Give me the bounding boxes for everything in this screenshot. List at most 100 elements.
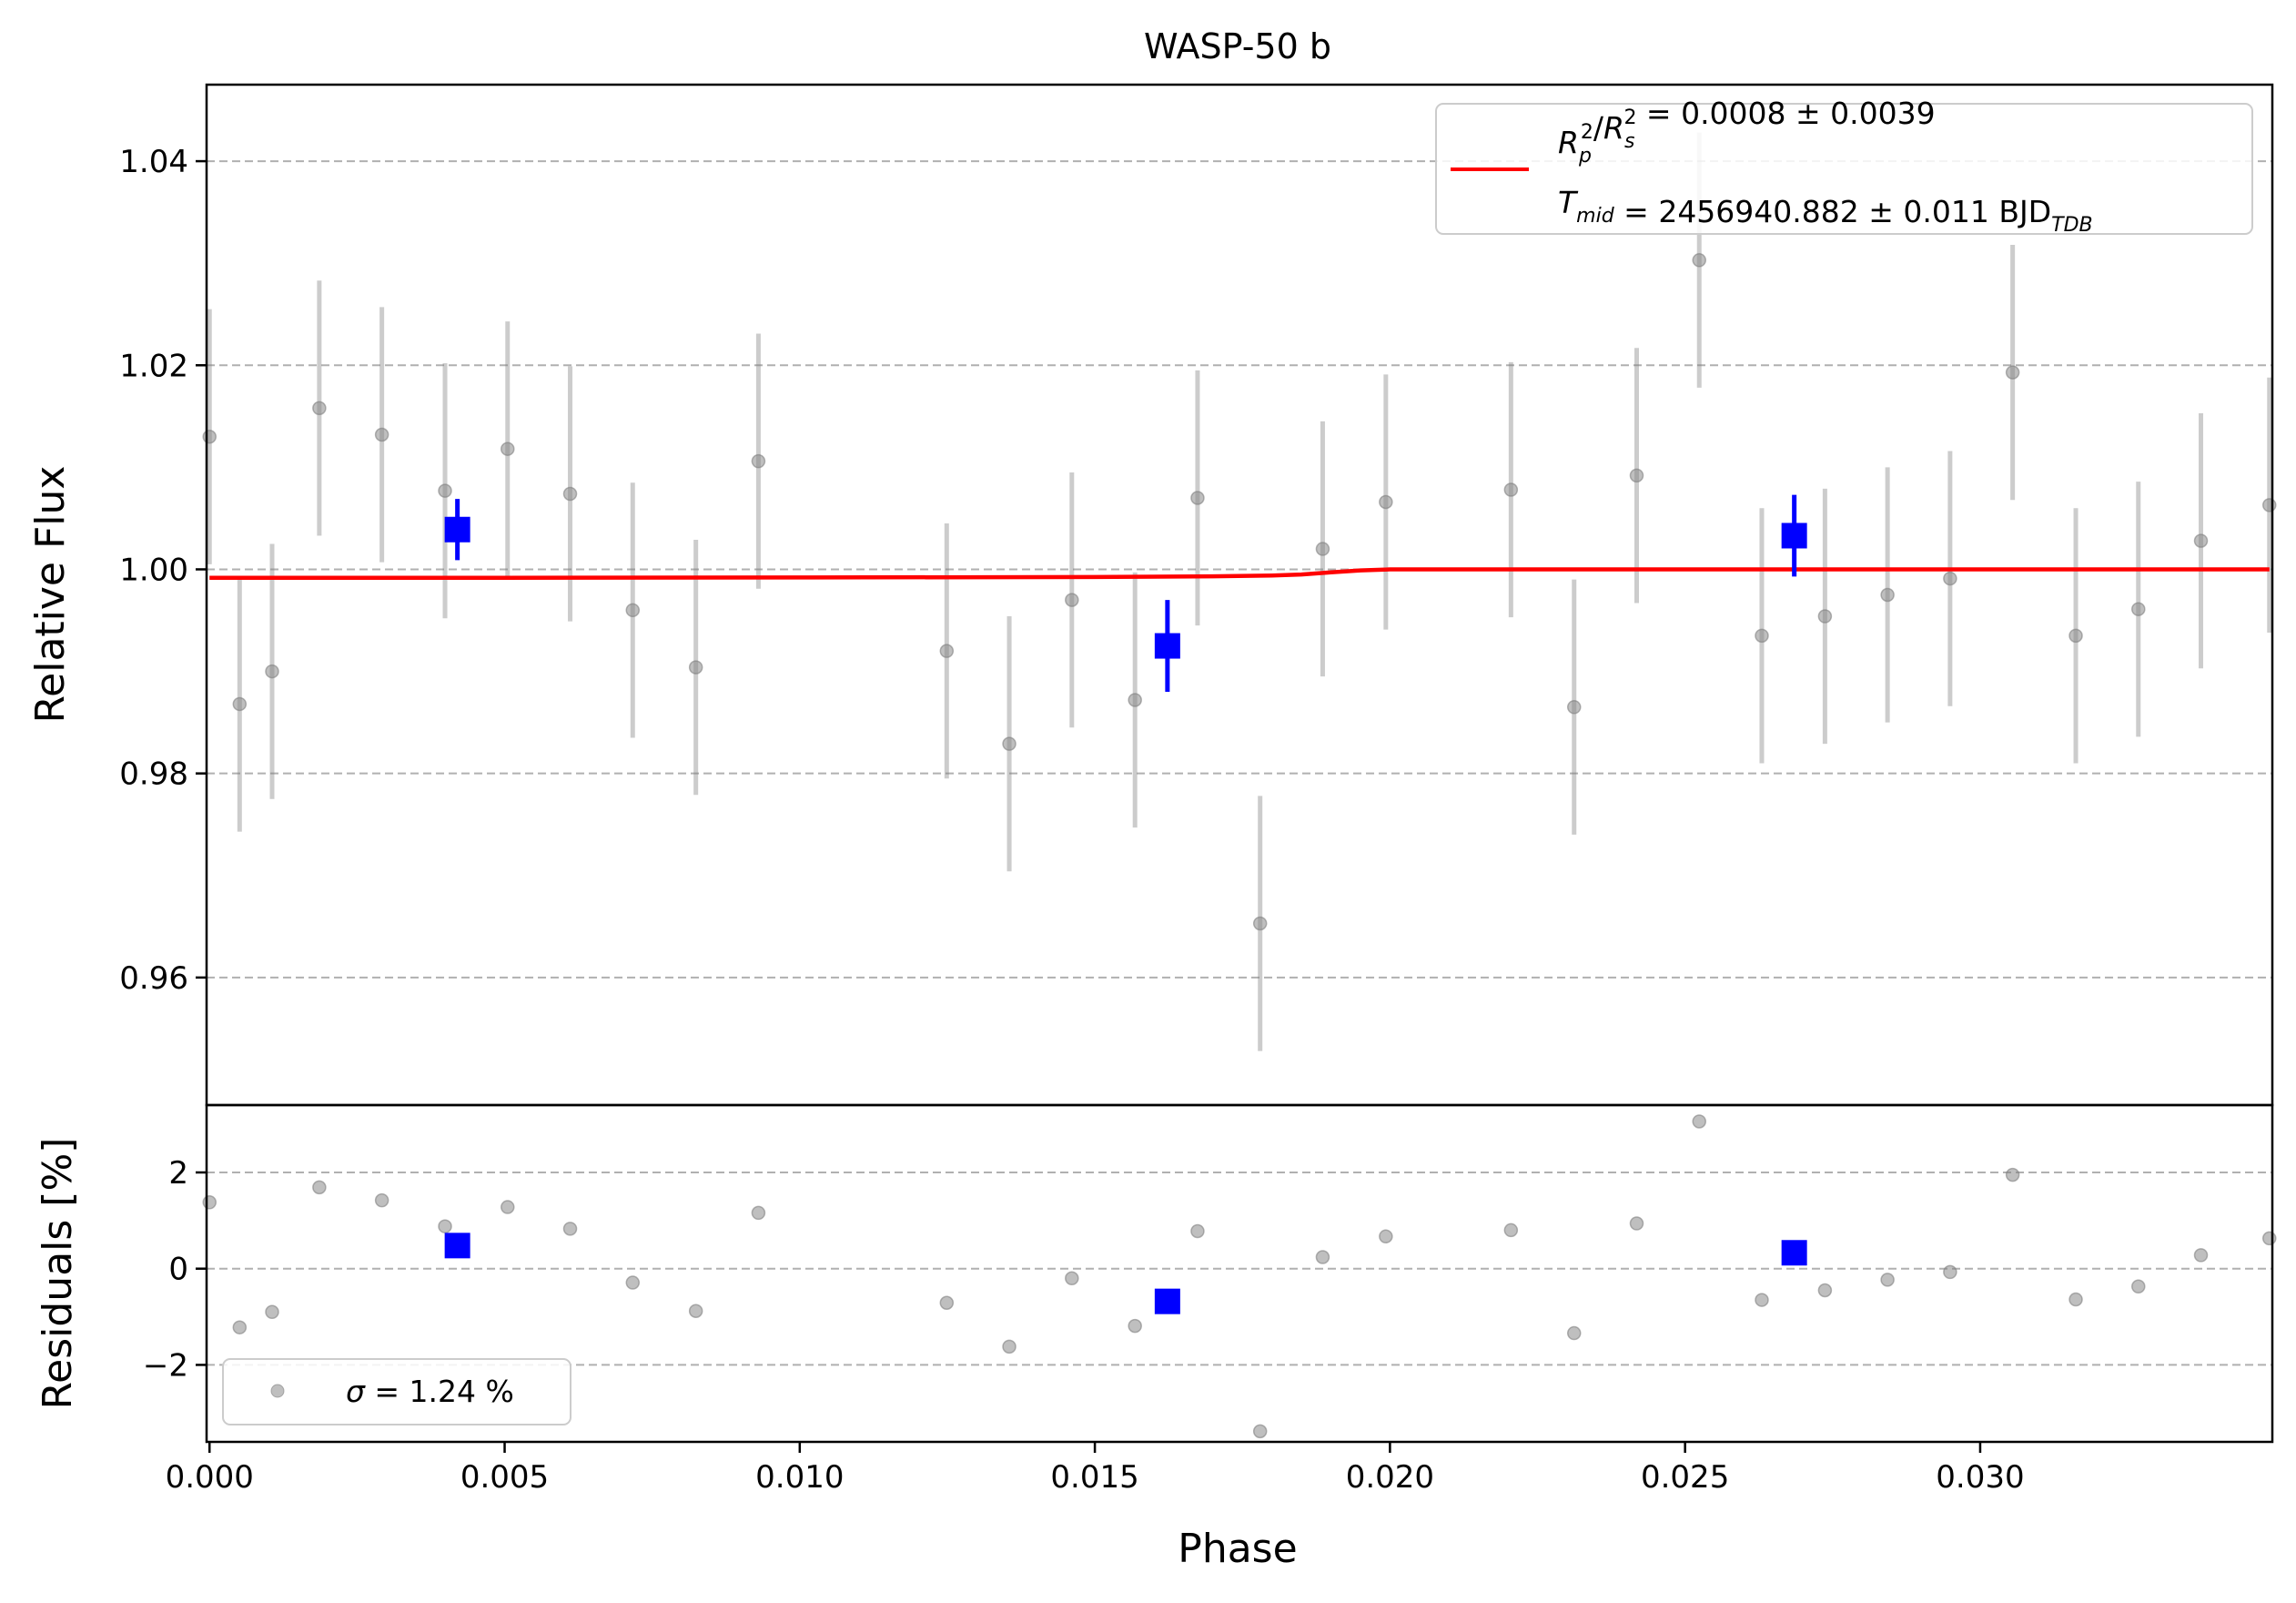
residual-point (374, 1192, 389, 1208)
top-legend-box (1435, 103, 2253, 235)
x-tick-label: 0.015 (1050, 1459, 1138, 1496)
binned-residual-point (444, 1233, 470, 1259)
top-legend-tmid-label: Tmid = 2456940.882 ± 0.011 BJDTDB (1558, 185, 2093, 237)
bottom-panel-y-tick-label: 0 (168, 1252, 188, 1288)
x-tick-label: 0.025 (1641, 1459, 1729, 1496)
raw-point (1755, 628, 1769, 644)
raw-point (2005, 365, 2020, 380)
raw-point (1065, 593, 1079, 607)
top-panel-y-axis-label: Relative Flux (27, 466, 74, 724)
top-legend: Rp2/Rs2 = 0.0008 ± 0.0039 Tmid = 2456940… (1435, 96, 2253, 237)
residual-point (1503, 1223, 1519, 1238)
bottom-panel: −2 0 2 σ = 1.24 % (143, 1103, 2277, 1444)
bottom-panel-frame (205, 1103, 2274, 1444)
raw-point (312, 401, 327, 416)
x-tick-label: 0.000 (166, 1459, 254, 1496)
raw-point (939, 644, 955, 658)
residual-point (751, 1205, 766, 1221)
residual-point (1190, 1223, 1205, 1239)
bottom-legend-marker (270, 1384, 285, 1398)
bottom-panel-y-tick-label: 2 (168, 1155, 188, 1192)
raw-point (1943, 571, 1957, 586)
raw-point (2193, 533, 2209, 548)
x-tick-label: 0.005 (460, 1459, 549, 1496)
raw-point (202, 429, 217, 444)
raw-point (2262, 498, 2277, 512)
residual-point (1755, 1293, 1769, 1307)
raw-point (1128, 693, 1142, 707)
residual-point (688, 1304, 703, 1318)
x-axis-label: Phase (1178, 1526, 1297, 1572)
residual-point (1629, 1216, 1644, 1231)
residual-point (1128, 1318, 1142, 1334)
top-panel-y-tick-label: 1.02 (119, 348, 188, 384)
x-tick-label: 0.010 (755, 1459, 844, 1496)
raw-point (501, 441, 515, 456)
raw-point (1379, 494, 1393, 510)
raw-point (751, 453, 766, 469)
bottom-legend-box (222, 1358, 571, 1425)
top-legend-model-label: Rp2/Rs2 = 0.0008 ± 0.0039 (1558, 96, 1936, 167)
raw-point (688, 660, 703, 675)
bottom-panel-y-ticks: −2 0 2 (143, 1155, 207, 1384)
residual-point (232, 1320, 248, 1334)
raw-point (232, 696, 248, 712)
top-panel-model (209, 567, 2270, 581)
x-axis-ticks: 0.000 0.005 0.010 0.015 0.020 0.025 0.030 (166, 1442, 2025, 1496)
binned-point (444, 516, 470, 543)
raw-point (374, 427, 389, 442)
bottom-panel-y-tick-label: −2 (143, 1347, 188, 1384)
residual-point (1379, 1229, 1393, 1244)
top-panel-y-tick-label: 0.98 (119, 756, 188, 793)
residual-point (438, 1219, 452, 1233)
top-panel-y-tick-label: 0.96 (119, 960, 188, 997)
top-panel-binned-points (444, 494, 1807, 692)
bottom-panel-binned-points (444, 1233, 1807, 1314)
residual-point (2068, 1292, 2083, 1307)
raw-point (1566, 700, 1582, 715)
top-panel-y-tick-label: 1.00 (119, 552, 188, 588)
residual-point (312, 1180, 327, 1195)
residual-point (1566, 1325, 1582, 1341)
binned-point (1781, 522, 1807, 549)
residual-point (1880, 1273, 1895, 1287)
residual-point (939, 1295, 955, 1310)
top-panel: 0.96 0.98 1.00 1.02 1.04 Rp2/Rs2 = 0.0008 ± … (119, 83, 2277, 1107)
bottom-legend-label: σ = 1.24 % (346, 1374, 514, 1409)
residual-point (2131, 1279, 2146, 1294)
residual-point (1943, 1264, 1957, 1280)
residual-point (1817, 1283, 1833, 1298)
raw-point (625, 603, 641, 618)
binned-residual-point (1154, 1288, 1180, 1314)
raw-point (2131, 602, 2146, 616)
residual-point (1252, 1424, 1268, 1439)
residual-point (2262, 1231, 2277, 1246)
top-panel-raw-points (202, 132, 2277, 1051)
bottom-panel-y-axis-label: Residuals [%] (35, 1138, 81, 1410)
raw-point (1190, 491, 1205, 505)
raw-point (1629, 468, 1644, 483)
x-tick-label: 0.030 (1936, 1459, 2024, 1496)
chart-title: WASP-50 b (1144, 26, 1331, 66)
raw-point (438, 483, 452, 498)
residual-point (1315, 1250, 1330, 1264)
raw-point (1692, 253, 1706, 268)
top-panel-y-tick-label: 1.04 (119, 144, 188, 180)
model-curve (209, 567, 2270, 581)
residual-point (2005, 1167, 2020, 1182)
top-panel-y-ticks: 0.96 0.98 1.00 1.02 1.04 (119, 144, 207, 997)
residual-point (562, 1222, 578, 1236)
binned-residual-point (1781, 1240, 1807, 1266)
raw-point (1880, 587, 1895, 603)
raw-point (2068, 628, 2083, 644)
raw-point (1002, 736, 1017, 751)
x-tick-label: 0.020 (1346, 1459, 1434, 1496)
raw-point (1503, 482, 1519, 497)
residual-point (501, 1200, 515, 1214)
residual-point (265, 1304, 279, 1320)
residual-point (1065, 1271, 1079, 1286)
raw-point (1315, 542, 1330, 556)
residual-point (1692, 1114, 1706, 1129)
raw-point (562, 486, 578, 502)
